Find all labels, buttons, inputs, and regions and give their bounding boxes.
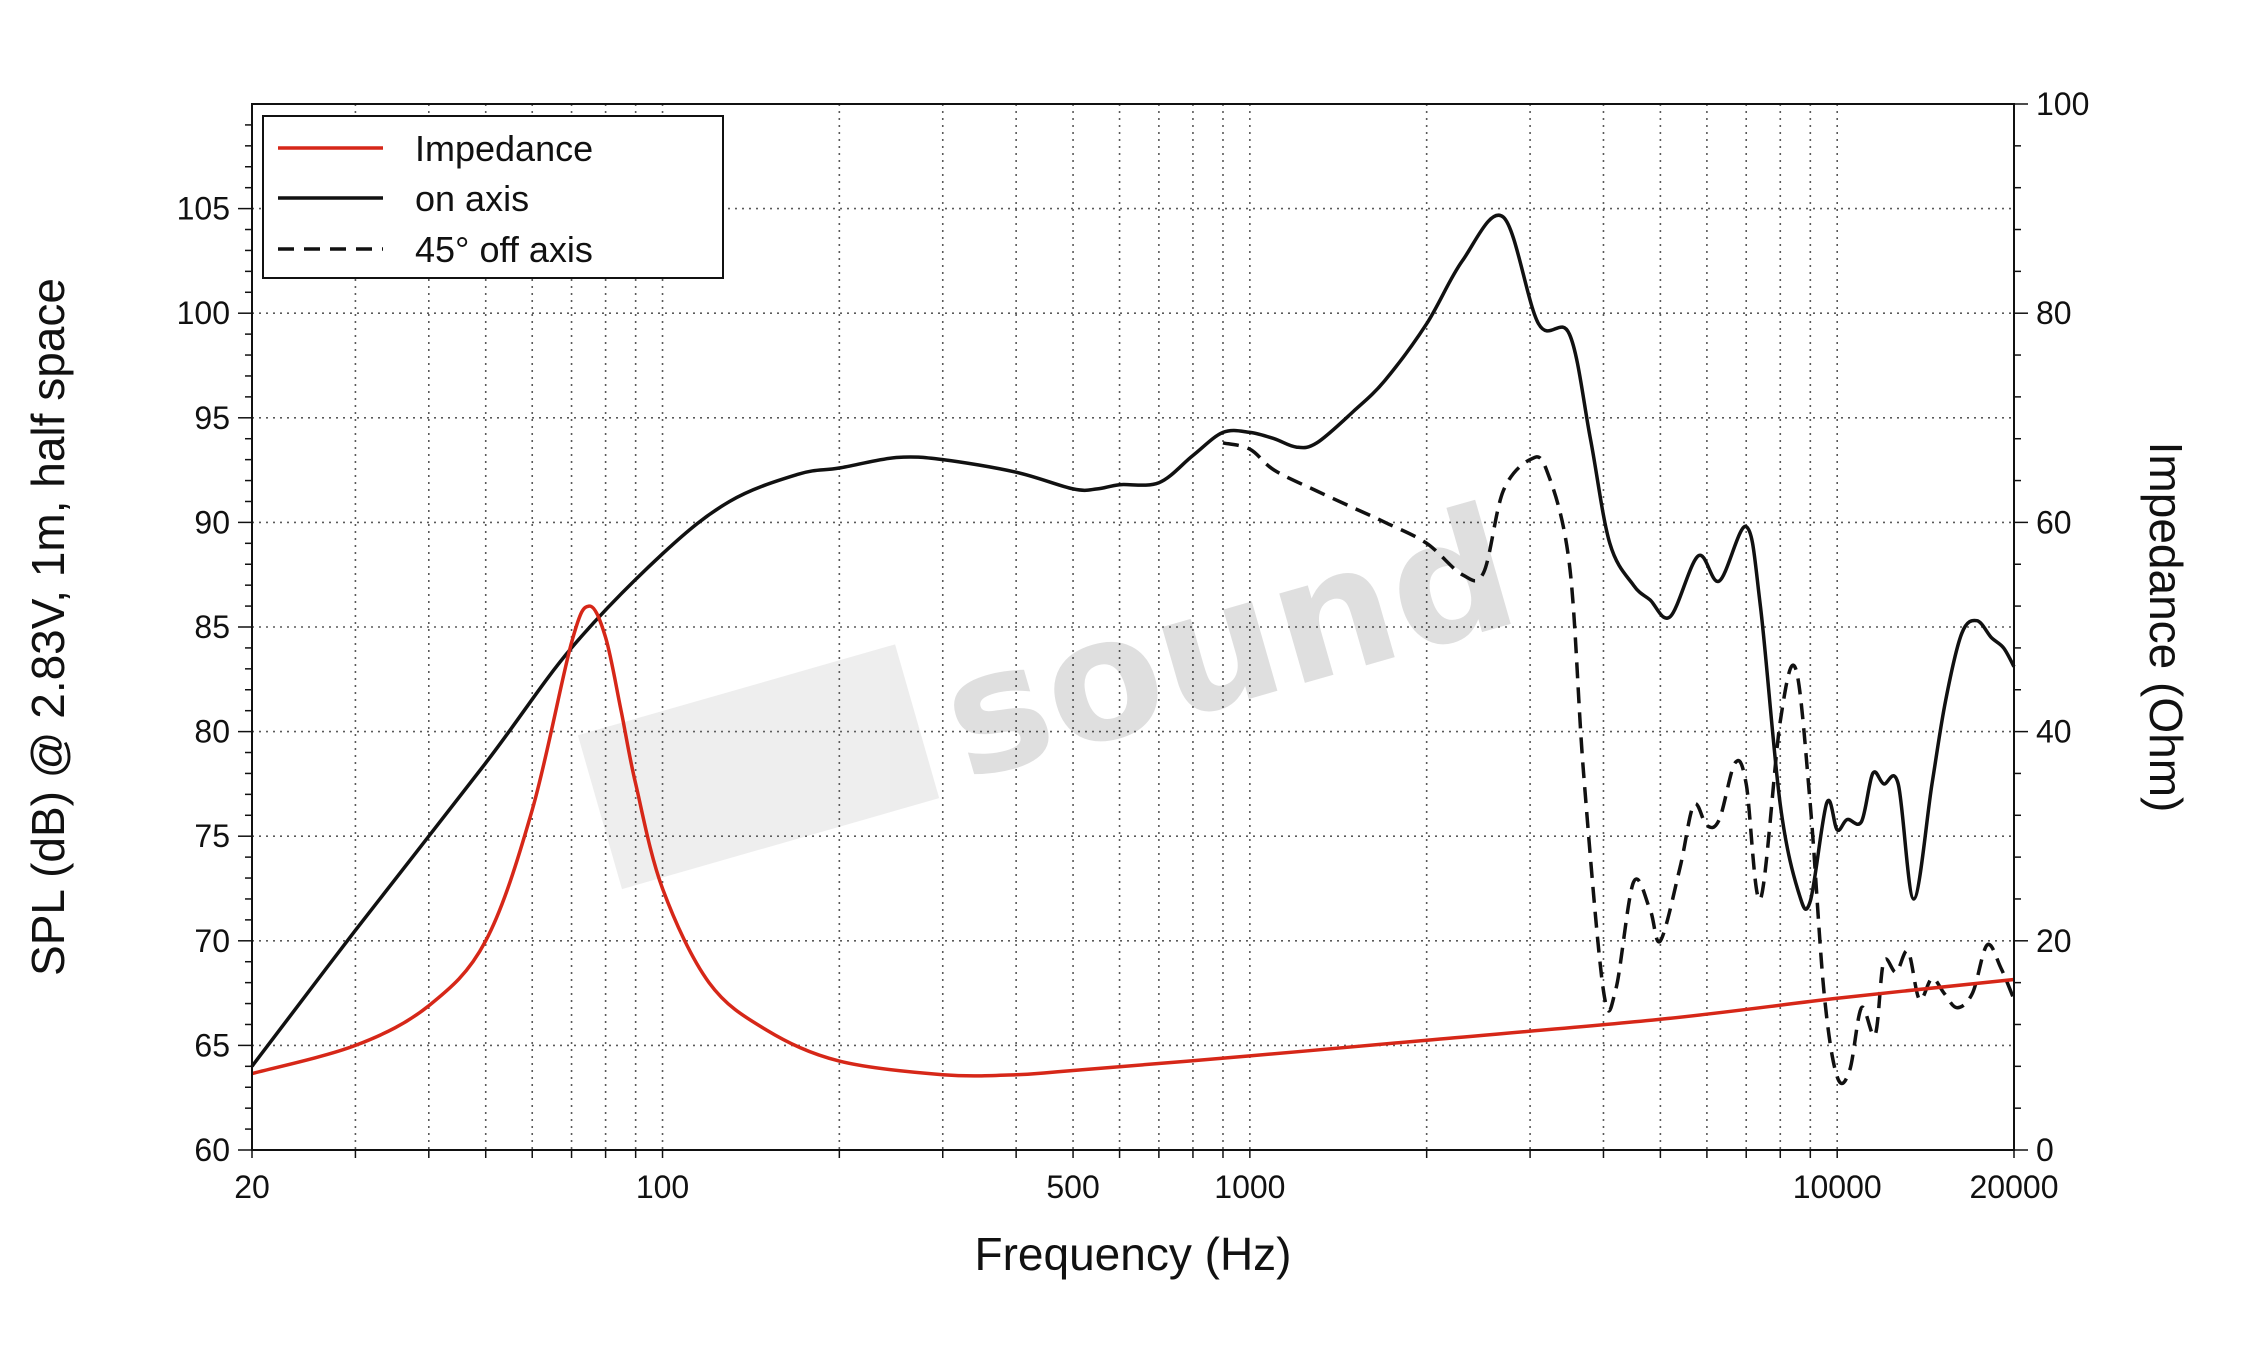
x-tick-label: 20: [234, 1169, 270, 1205]
x-tick-label: 1000: [1214, 1169, 1285, 1205]
y-left-tick-label: 75: [194, 818, 230, 854]
tick-labels: 20 100 500 1000 10000 20000606570758085909510…: [177, 86, 2090, 1205]
series-line-impedance: [251, 604, 2015, 1078]
x-tick-label: 100: [636, 1169, 689, 1205]
watermark: sound: [577, 469, 1536, 890]
series-layer: [250, 213, 2016, 1086]
legend-label-off-axis: 45° off axis: [415, 229, 593, 270]
legend-label-on-axis: on axis: [415, 178, 529, 219]
x-axis-title: Frequency (Hz): [975, 1228, 1292, 1280]
y-right-tick-label: 80: [2036, 295, 2072, 331]
y-axis-right-title: Impedance (Ohm): [2140, 442, 2192, 813]
y-left-tick-label: 80: [194, 714, 230, 750]
x-tick-label: 500: [1046, 1169, 1099, 1205]
x-tick-label: 10000: [1793, 1169, 1882, 1205]
series-line-on-axis: [250, 213, 2016, 1068]
y-axis-left-title: SPL (dB) @ 2.83V, 1m, half space: [22, 278, 74, 976]
series-line-45-off-axis: [1222, 441, 2016, 1086]
y-right-tick-label: 40: [2036, 714, 2072, 750]
y-right-tick-label: 60: [2036, 504, 2072, 540]
y-left-tick-label: 65: [194, 1027, 230, 1063]
y-left-tick-label: 90: [194, 504, 230, 540]
y-right-tick-label: 20: [2036, 923, 2072, 959]
y-right-tick-label: 100: [2036, 86, 2089, 122]
y-left-tick-label: 100: [177, 295, 230, 331]
y-left-tick-label: 85: [194, 609, 230, 645]
y-right-tick-label: 0: [2036, 1132, 2054, 1168]
y-left-tick-label: 70: [194, 923, 230, 959]
y-left-tick-label: 60: [194, 1132, 230, 1168]
watermark-logo-block: [577, 644, 940, 890]
legend-label-impedance: Impedance: [415, 128, 593, 169]
axes: [238, 103, 2028, 1158]
y-left-tick-label: 95: [194, 400, 230, 436]
watermark-text: sound: [922, 469, 1536, 820]
y-left-tick-label: 105: [177, 191, 230, 227]
legend: Impedance on axis 45° off axis: [262, 115, 724, 279]
x-tick-label: 20000: [1970, 1169, 2059, 1205]
